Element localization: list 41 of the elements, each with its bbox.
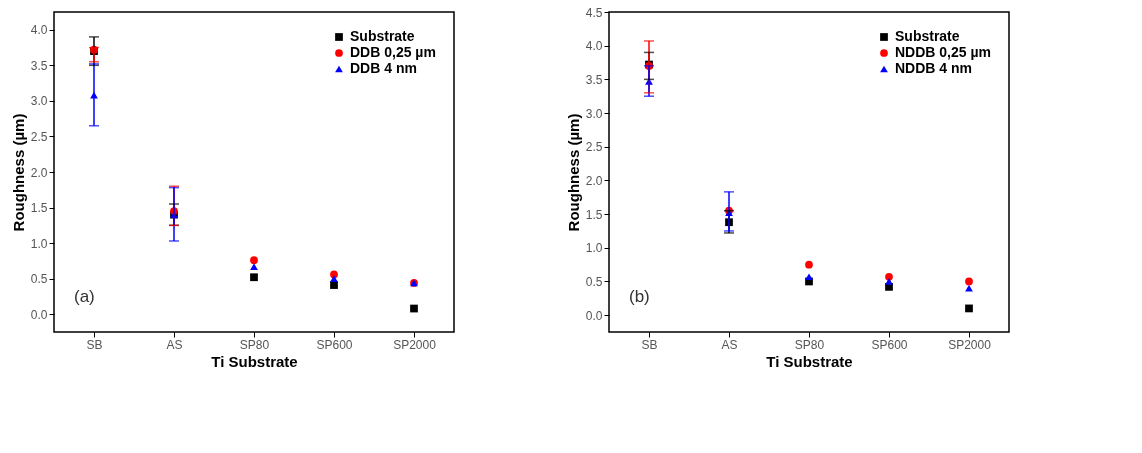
x-tick-label: SP600 — [316, 337, 353, 352]
y-tick-label: 0.0 — [585, 308, 603, 323]
x-tick-label: SP600 — [871, 337, 908, 352]
legend-label: NDDB 4 nm — [895, 60, 973, 76]
x-tick-label: SB — [641, 337, 658, 352]
y-tick-label: 1.0 — [30, 236, 48, 251]
legend-label: DDB 4 nm — [350, 60, 417, 76]
y-tick-label: 0.5 — [30, 272, 48, 287]
y-tick-label: 4.0 — [30, 23, 48, 38]
x-tick-label: SP80 — [239, 337, 270, 352]
y-tick-label: 0.5 — [585, 274, 603, 289]
y-tick-label: 3.0 — [30, 94, 48, 109]
y-axis-title: Roughness (µm) — [564, 113, 582, 232]
x-tick-label: SB — [86, 337, 103, 352]
legend-label: NDDB 0,25 µm — [895, 44, 991, 60]
x-tick-label: SP2000 — [393, 337, 437, 352]
x-tick-label: SP2000 — [948, 337, 992, 352]
legend-label: DDB 0,25 µm — [350, 44, 436, 60]
x-tick-label: AS — [166, 337, 183, 352]
y-tick-label: 4.0 — [585, 39, 603, 54]
x-axis-title: Ti Substrate — [211, 352, 298, 370]
y-tick-label: 1.0 — [585, 241, 603, 256]
y-tick-label: 3.0 — [585, 106, 603, 121]
annotation: (a) — [74, 287, 95, 306]
y-tick-label: 1.5 — [585, 207, 603, 222]
x-axis-title: Ti Substrate — [766, 352, 853, 370]
y-tick-label: 3.5 — [585, 72, 603, 87]
y-axis-title: Roughness (µm) — [9, 113, 27, 232]
x-tick-label: SP80 — [794, 337, 825, 352]
y-tick-label: 2.5 — [585, 140, 603, 155]
x-tick-label: AS — [721, 337, 738, 352]
y-tick-label: 3.5 — [30, 58, 48, 73]
y-tick-label: 2.0 — [30, 165, 48, 180]
y-tick-label: 1.5 — [30, 201, 48, 216]
annotation: (b) — [629, 287, 650, 306]
legend-label: Substrate — [350, 28, 415, 44]
y-tick-label: 0.0 — [30, 307, 48, 322]
y-tick-label: 2.0 — [585, 173, 603, 188]
y-tick-label: 4.5 — [585, 5, 603, 20]
y-tick-label: 2.5 — [30, 129, 48, 144]
legend-label: Substrate — [895, 28, 960, 44]
